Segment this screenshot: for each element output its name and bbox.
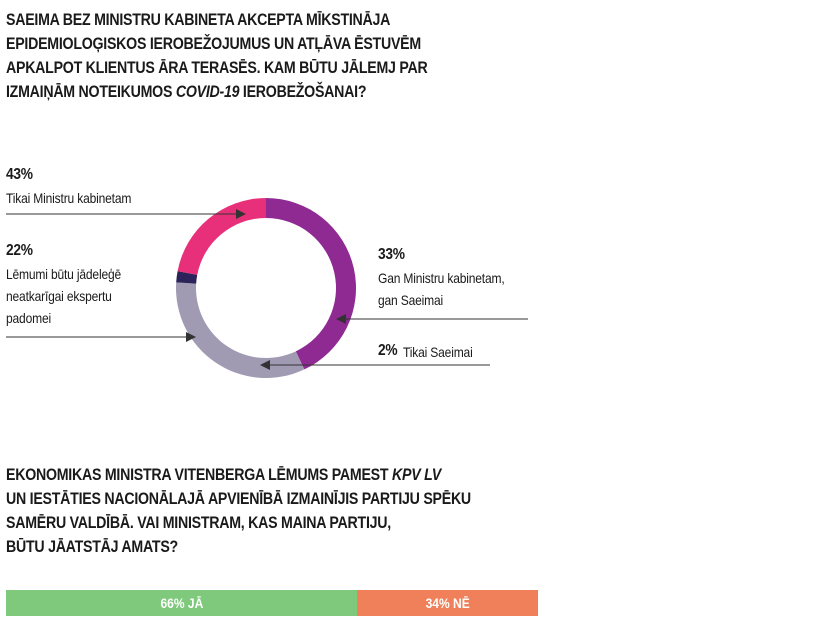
slice-43-percent: 43% bbox=[6, 166, 33, 183]
question-1-line: APKALPOT KLIENTUS ĀRA TERASĒS. KAM BŪTU … bbox=[6, 59, 428, 77]
question-1-line4-pre: IZMAIŅĀM NOTEIKUMOS bbox=[6, 83, 176, 101]
question-2-line: BŪTU JĀATSTĀJ AMATS? bbox=[6, 538, 178, 556]
donut-slice-2 bbox=[176, 271, 198, 284]
question-2-line: EKONOMIKAS MINISTRA VITENBERGA LĒMUMS PA… bbox=[6, 463, 513, 487]
question-1-line: SAEIMA BEZ MINISTRU KABINETA AKCEPTA MĪK… bbox=[6, 11, 391, 29]
question-1-title: SAEIMA BEZ MINISTRU KABINETA AKCEPTA MĪK… bbox=[6, 8, 488, 104]
donut-chart bbox=[6, 198, 528, 379]
leader-lines bbox=[6, 209, 528, 370]
question-2-line: UN IESTĀTIES NACIONĀLAJĀ APVIENĪBĀ IZMAI… bbox=[6, 490, 471, 508]
question-1-line: IZMAIŅĀM NOTEIKUMOS COVID-19 IEROBEŽOŠAN… bbox=[6, 80, 488, 104]
slice-22-percent: 22% bbox=[6, 242, 33, 259]
arrowhead-33 bbox=[336, 314, 346, 324]
donut-slice-43 bbox=[266, 198, 357, 370]
donut-slice-33 bbox=[176, 282, 305, 379]
bar-segment-no: 34% NĒ bbox=[357, 590, 538, 616]
slice-22-label-line: padomei bbox=[6, 310, 51, 326]
bar-segment-yes-label: 66% JĀ bbox=[160, 595, 203, 611]
slice-33-percent: 33% bbox=[378, 246, 405, 263]
bar-segment-no-label: 34% NĒ bbox=[425, 595, 470, 611]
slice-22-label-line: Lēmumi būtu jādeleģē bbox=[6, 266, 122, 282]
slice-33-label-line: Gan Ministru kabinetam, bbox=[378, 270, 505, 286]
question-2-line1-pre: EKONOMIKAS MINISTRA VITENBERGA LĒMUMS PA… bbox=[6, 466, 392, 484]
arrowhead-2 bbox=[260, 360, 270, 370]
slice-2-percent: 2% bbox=[378, 342, 398, 359]
slice-2-label: Tikai Saeimai bbox=[403, 344, 473, 360]
question-1-line4-em: COVID-19 bbox=[175, 83, 240, 101]
slice-22-label-line: neatkarīgai ekspertu bbox=[6, 288, 112, 304]
arrowhead-22 bbox=[186, 332, 196, 342]
arrowhead-43 bbox=[236, 209, 246, 219]
question-1-line: EPIDEMIOLOĢISKOS IEROBEŽOJUMUS UN ATĻĀVA… bbox=[6, 35, 421, 53]
slice-33-label-line: gan Saeimai bbox=[378, 292, 444, 308]
question-2-line: SAMĒRU VALDĪBĀ. VAI MINISTRAM, KAS MAINA… bbox=[6, 514, 391, 532]
question-1-line4-post: IEROBEŽOŠANAI? bbox=[239, 83, 367, 101]
slice-43-label: Tikai Ministru kabinetam bbox=[6, 190, 132, 206]
bar-segment-yes: 66% JĀ bbox=[6, 590, 357, 616]
donut-slice-22 bbox=[177, 198, 266, 275]
question-2-line1-em: KPV LV bbox=[391, 466, 441, 484]
donut-slices bbox=[176, 198, 357, 379]
question-2-title: EKONOMIKAS MINISTRA VITENBERGA LĒMUMS PA… bbox=[6, 463, 513, 559]
